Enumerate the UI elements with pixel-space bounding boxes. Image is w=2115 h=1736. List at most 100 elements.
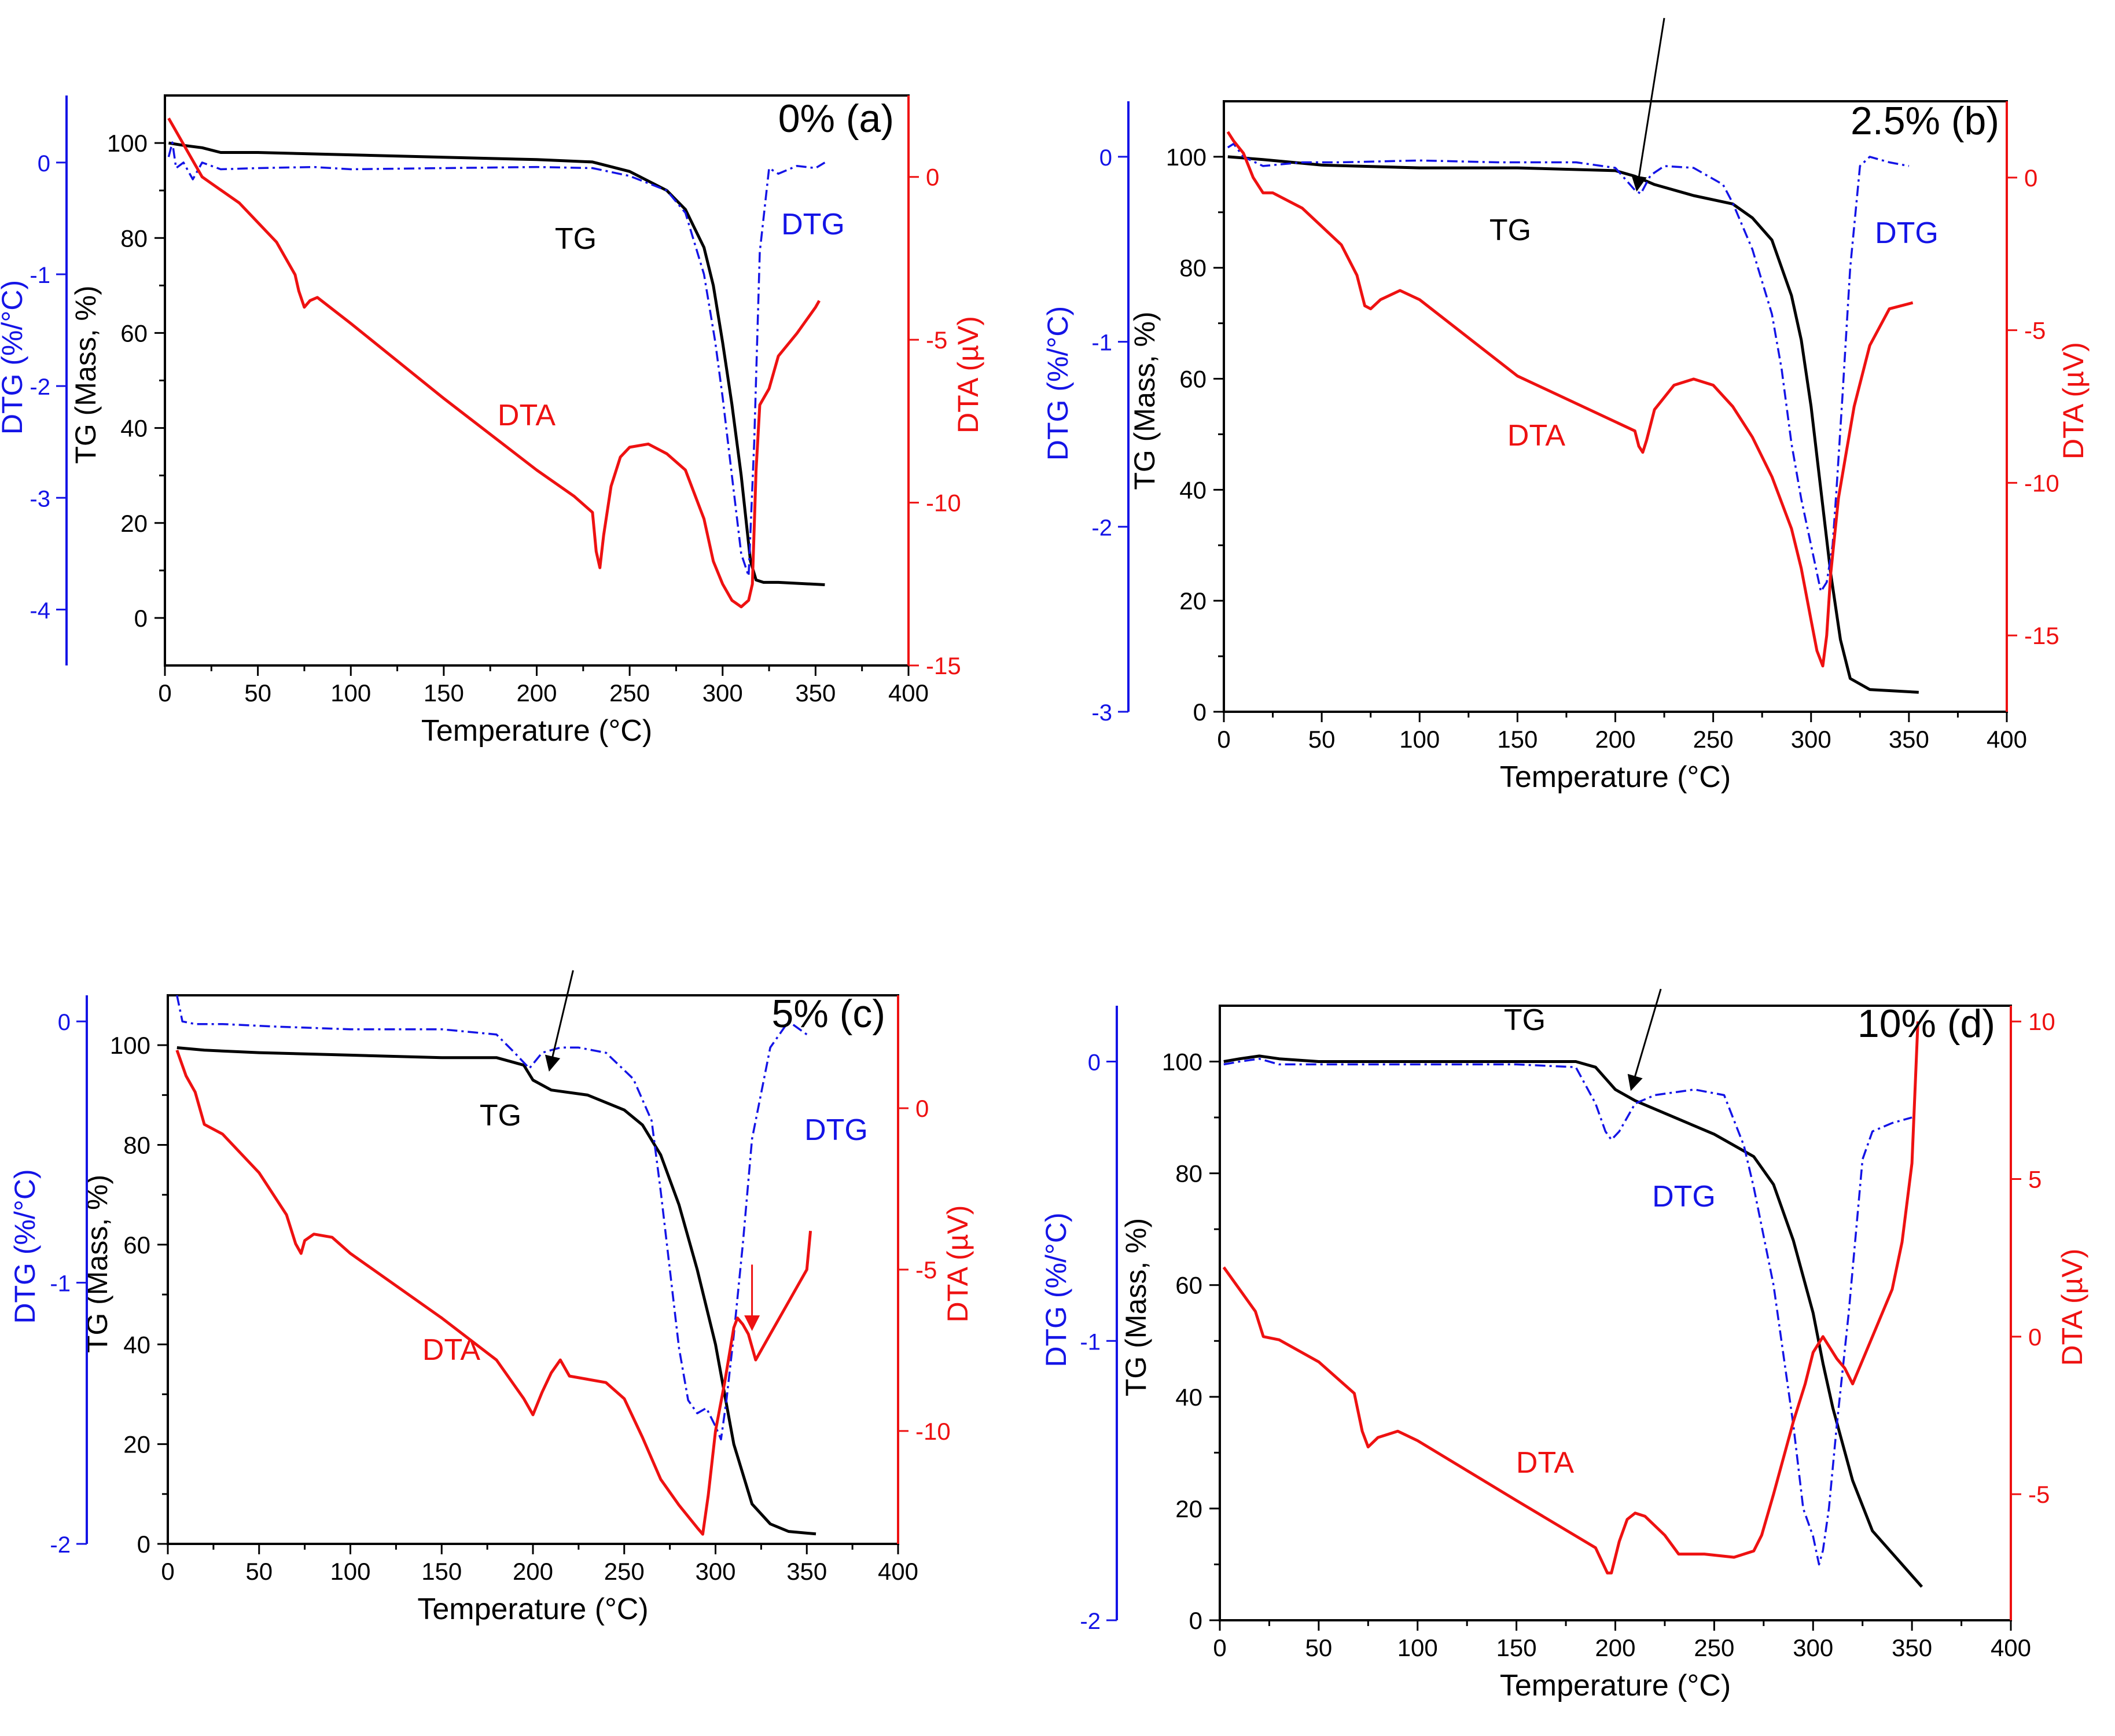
x-tick-label: 400 — [1987, 726, 2027, 753]
dta-tick-label: -15 — [926, 652, 961, 679]
x-tick-label: 350 — [786, 1558, 827, 1585]
tg-tick-label: 20 — [1179, 587, 1207, 615]
panel-label: 5% (c) — [772, 992, 885, 1036]
tg-tick-label: 0 — [1193, 698, 1207, 726]
x-tick-label: 200 — [513, 1558, 553, 1585]
dtg-axis-title: DTG (%/°C) — [9, 1169, 41, 1323]
dtg-curve — [176, 995, 808, 1441]
dta-tick-label: 0 — [2028, 1323, 2042, 1351]
dtg-label: DTG — [1875, 216, 1939, 250]
dtg-axis-title: DTG (%/°C) — [0, 280, 28, 435]
panel-label: 10% (d) — [1857, 1002, 1995, 1046]
dtg-tick-label: 0 — [1099, 145, 1112, 171]
dta-label: DTA — [1516, 1446, 1574, 1480]
dtg-tick-label: -4 — [30, 598, 50, 623]
dtg-axis-title: DTG (%/°C) — [1042, 306, 1074, 461]
x-tick-label: 0 — [161, 1558, 174, 1585]
dta-axis-title: DTA (µV) — [2056, 1249, 2088, 1366]
dta-tick-label: -5 — [915, 1256, 937, 1283]
tg-tick-label: 60 — [120, 319, 148, 347]
tg-label: TG — [1504, 1003, 1546, 1037]
tg-label: TG — [555, 222, 597, 256]
x-tick-label: 0 — [1213, 1634, 1226, 1661]
dtg-axis-title: DTG (%/°C) — [1040, 1212, 1072, 1367]
dta-tick-label: -15 — [2024, 622, 2059, 649]
dtg-tick-label: 0 — [38, 151, 50, 176]
x-tick-label: 350 — [1889, 726, 1929, 753]
dtg-label: DTG — [1652, 1180, 1716, 1213]
dtg-tick-label: -1 — [1080, 1329, 1101, 1355]
dta-tick-label: -10 — [915, 1418, 951, 1445]
dtg-tick-label: -1 — [1091, 330, 1112, 356]
dtg-label: DTG — [804, 1113, 868, 1147]
x-tick-label: 300 — [1793, 1634, 1833, 1661]
tg-tick-label: 40 — [1179, 476, 1207, 503]
tg-label: TG — [1489, 214, 1531, 247]
tg-curve — [1227, 155, 1919, 694]
dtg-tick-label: -3 — [30, 486, 50, 512]
dta-tick-label: -5 — [2028, 1481, 2050, 1508]
dta-axis-title: DTA (µV) — [941, 1205, 974, 1323]
x-tick-label: 250 — [604, 1558, 645, 1585]
tg-curve — [168, 141, 825, 586]
tg-tick-label: 100 — [107, 130, 148, 157]
dta-label: DTA — [498, 399, 556, 432]
x-tick-label: 300 — [1791, 726, 1831, 753]
x-tick-label: 400 — [888, 679, 929, 707]
x-tick-label: 150 — [421, 1558, 462, 1585]
dtg-curve — [167, 141, 826, 578]
tg-axis-title: TG (Mass, %) — [1120, 1218, 1152, 1396]
x-tick-label: 200 — [1595, 1634, 1635, 1661]
tg-curve — [1223, 1054, 1923, 1588]
x-tick-label: 150 — [1497, 726, 1537, 753]
tg-tick-label: 40 — [123, 1331, 150, 1358]
dta-tick-label: -5 — [926, 326, 947, 354]
dta-axis-title: DTA (µV) — [952, 316, 984, 433]
dtg-tick-label: -2 — [1080, 1609, 1101, 1634]
tg-tick-label: 0 — [137, 1531, 150, 1558]
dtg-curve — [1223, 1057, 1912, 1566]
dta-tick-label: 10 — [2028, 1008, 2055, 1035]
tg-curve — [176, 1046, 816, 1536]
tg-axis-title: TG (Mass, %) — [1128, 311, 1161, 490]
dtg-tick-label: -1 — [50, 1271, 71, 1297]
panel-label: 0% (a) — [778, 97, 894, 141]
x-tick-label: 400 — [1991, 1634, 2031, 1661]
dtg-tick-label: -3 — [1091, 700, 1112, 726]
x-tick-label: 50 — [244, 679, 271, 707]
tg-tick-label: 40 — [1175, 1384, 1202, 1411]
tg-tick-label: 100 — [1166, 144, 1207, 171]
tg-tick-label: 80 — [123, 1132, 150, 1159]
tg-tick-label: 80 — [1175, 1160, 1202, 1187]
tg-tick-label: 60 — [1179, 366, 1207, 393]
dta-axis-title: DTA (µV) — [2057, 342, 2090, 459]
dta-curve — [1222, 1021, 1919, 1575]
x-tick-label: 150 — [1496, 1634, 1537, 1661]
x-tick-label: 250 — [609, 679, 650, 707]
dtg-tick-label: -1 — [30, 263, 50, 288]
tg-axis-title: TG (Mass, %) — [69, 285, 102, 464]
tg-tick-label: 40 — [120, 415, 148, 442]
x-tick-label: 300 — [695, 1558, 735, 1585]
tg-tick-label: 100 — [110, 1032, 150, 1059]
plot-frame — [1219, 1005, 2012, 1621]
dta-tick-label: -10 — [2024, 469, 2059, 496]
plot-frame — [1223, 100, 2008, 713]
dtg-label: DTG — [781, 208, 845, 241]
tg-tick-label: 20 — [1175, 1495, 1202, 1522]
dta-label: DTA — [422, 1333, 480, 1367]
x-tick-label: 100 — [1397, 1634, 1438, 1661]
x-axis-title: Temperature (°C) — [417, 1592, 648, 1626]
x-tick-label: 350 — [795, 679, 836, 707]
tg-tick-label: 0 — [1189, 1607, 1202, 1634]
x-tick-label: 50 — [245, 1558, 273, 1585]
dtg-tick-label: -2 — [50, 1532, 71, 1558]
x-tick-label: 250 — [1693, 726, 1734, 753]
x-tick-label: 250 — [1694, 1634, 1734, 1661]
